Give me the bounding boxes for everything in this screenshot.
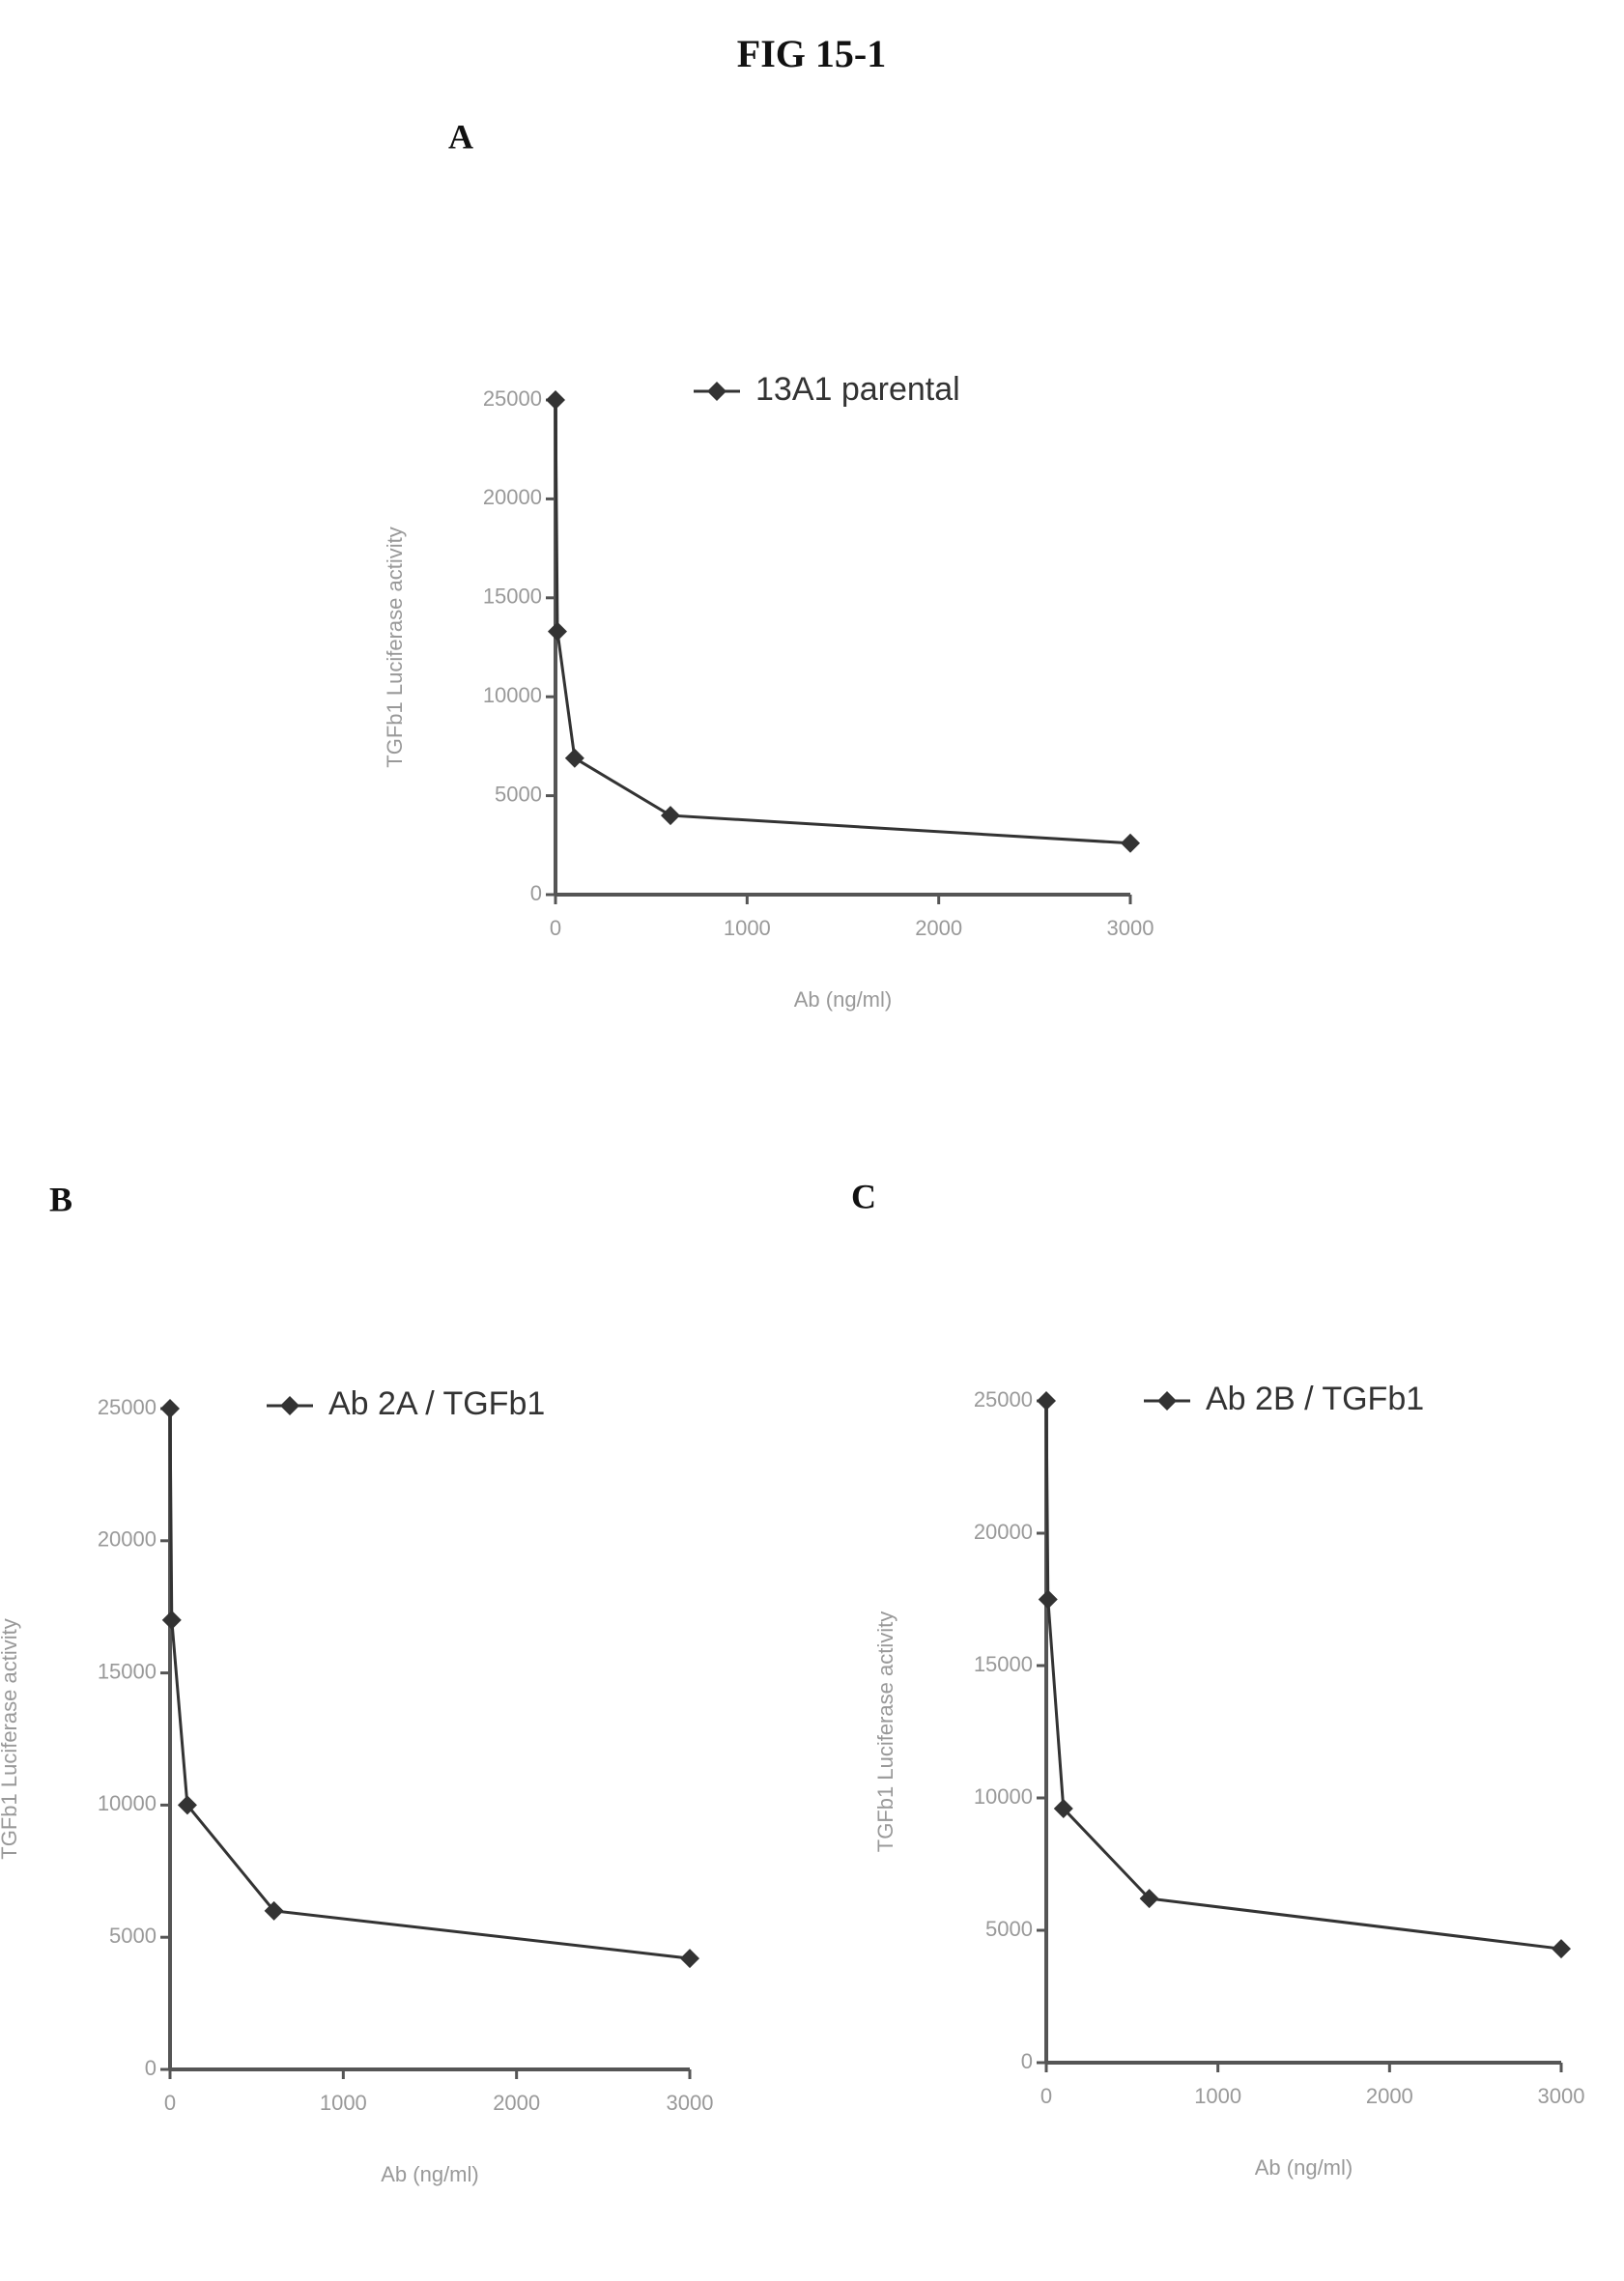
legend-label: 13A1 parental [755,371,960,408]
x-tick-label: 0 [164,2091,176,2115]
data-point [548,622,567,642]
series-line [1046,1401,1561,1949]
y-axis-label: TGFb1 Luciferase activity [383,527,407,767]
x-axis-label: Ab (ng/ml) [794,987,892,1012]
y-axis-label: TGFb1 Luciferase activity [873,1611,897,1852]
y-axis-label: TGFb1 Luciferase activity [0,1618,21,1859]
legend-marker [707,382,727,401]
y-tick-label: 25000 [974,1387,1033,1411]
y-tick-label: 20000 [98,1527,157,1552]
x-tick-label: 0 [550,916,561,940]
legend-label: Ab 2A / TGFb1 [328,1385,545,1422]
y-tick-label: 5000 [495,782,542,806]
y-tick-label: 0 [145,2056,157,2080]
legend-marker [1157,1391,1177,1411]
panel-label: B [49,1180,72,1218]
data-point [1039,1590,1058,1610]
y-tick-label: 20000 [483,485,542,509]
data-point [162,1611,182,1630]
data-point [661,806,680,825]
x-axis-label: Ab (ng/ml) [1255,2155,1353,2180]
data-point [1121,834,1140,853]
x-tick-label: 1000 [724,916,771,940]
y-tick-label: 0 [530,881,542,905]
figure-title: FIG 15-1 [737,32,886,75]
x-axis-label: Ab (ng/ml) [381,2162,478,2186]
data-point [546,390,565,410]
y-tick-label: 10000 [974,1784,1033,1809]
panel-label: A [448,117,473,156]
y-tick-label: 25000 [98,1395,157,1419]
y-tick-label: 20000 [974,1520,1033,1544]
x-tick-label: 3000 [1107,916,1154,940]
y-tick-label: 15000 [98,1659,157,1683]
x-tick-label: 3000 [667,2091,714,2115]
data-point [1037,1391,1056,1411]
data-point [680,1949,699,1968]
y-tick-label: 10000 [98,1791,157,1815]
data-point [1552,1939,1571,1958]
y-tick-label: 15000 [974,1652,1033,1676]
series-line [170,1409,690,1958]
series-line [556,400,1130,843]
data-point [160,1399,180,1418]
y-tick-label: 25000 [483,386,542,411]
x-tick-label: 1000 [320,2091,367,2115]
y-tick-label: 10000 [483,683,542,707]
data-point [565,749,584,768]
x-tick-label: 3000 [1538,2084,1585,2108]
y-tick-label: 15000 [483,585,542,609]
panel-label: C [851,1177,876,1215]
y-tick-label: 5000 [985,1917,1033,1941]
y-tick-label: 0 [1021,2049,1033,2073]
legend-label: Ab 2B / TGFb1 [1206,1381,1424,1417]
x-tick-label: 2000 [915,916,962,940]
x-tick-label: 2000 [1366,2084,1413,2108]
x-tick-label: 2000 [493,2091,540,2115]
y-tick-label: 5000 [109,1924,157,1948]
x-tick-label: 1000 [1194,2084,1241,2108]
legend-marker [280,1396,299,1415]
x-tick-label: 0 [1040,2084,1052,2108]
